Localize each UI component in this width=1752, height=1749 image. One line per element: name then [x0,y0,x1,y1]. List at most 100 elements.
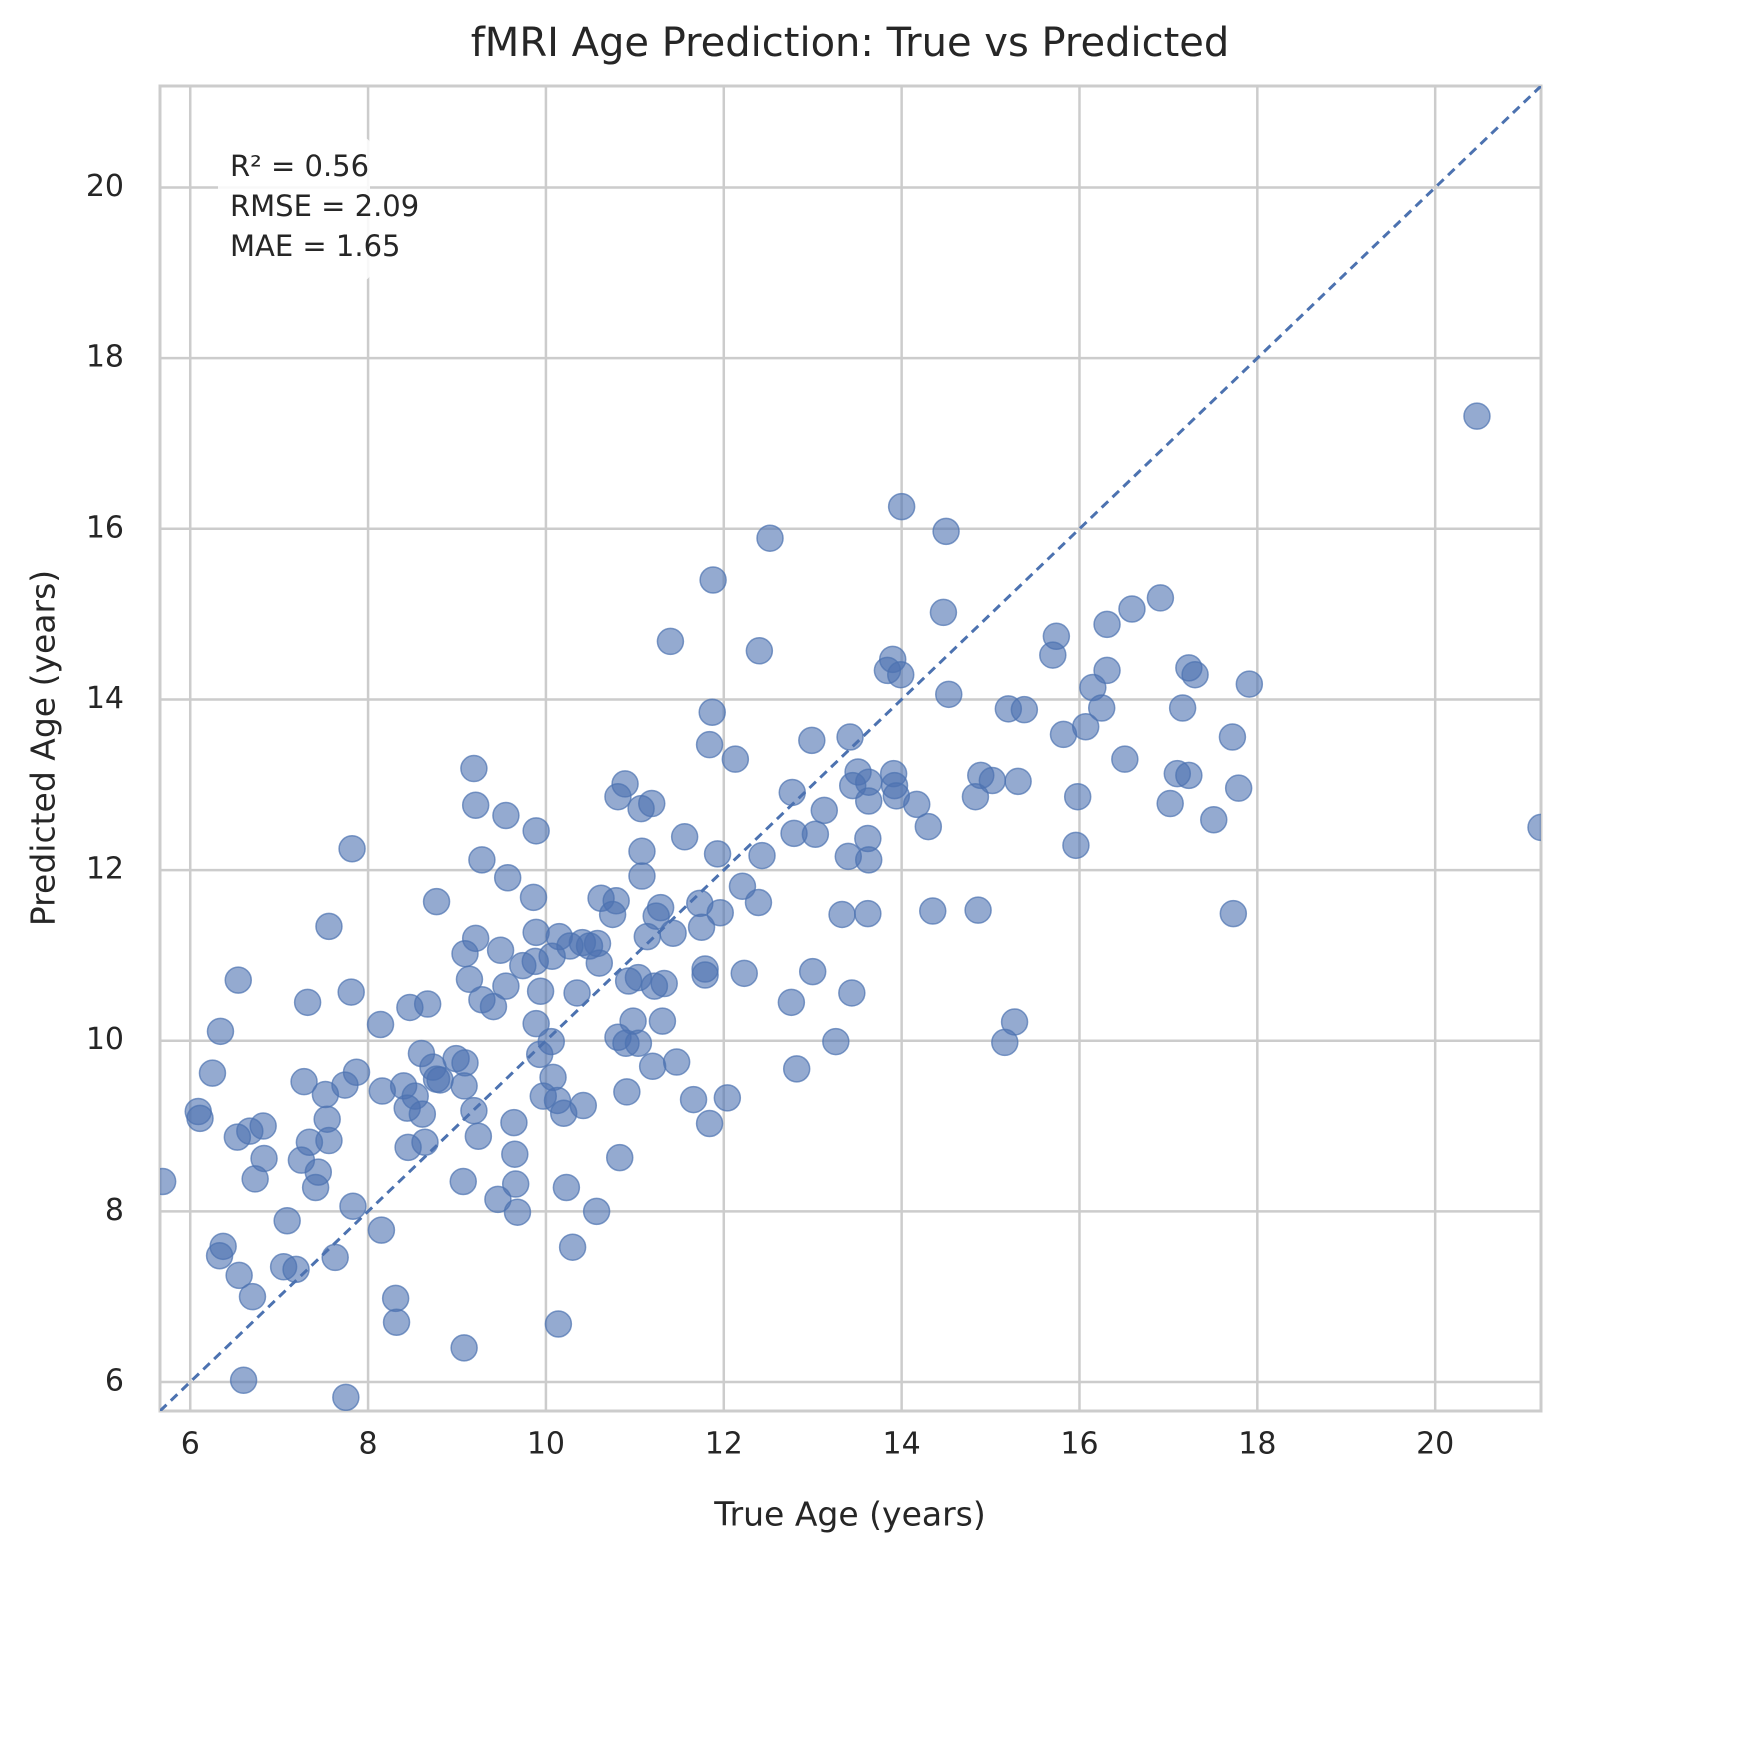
scatter-point [598,900,627,929]
x-tick-label: 6 [181,1427,200,1462]
scatter-point [1062,831,1090,860]
scatter-point [687,913,716,941]
scatter-point [293,988,322,1017]
annotation-text: RMSE = 2.09 [230,189,419,223]
scatter-point [748,841,776,870]
y-tick-label: 8 [105,1193,124,1228]
scatter-point [640,972,669,1000]
scatter-point [721,745,750,773]
scatter-point [396,993,424,1022]
annotation-box [218,138,370,280]
scatter-point [695,1109,724,1138]
scatter-point [1181,660,1209,689]
y-tick-label: 6 [105,1363,124,1398]
scatter-point [1200,805,1228,834]
scatter-point [449,1167,477,1196]
x-tick-label: 12 [705,1427,743,1462]
scatter-point [744,888,773,917]
scatter-point [627,794,655,823]
y-axis-label: Predicted Age (years) [24,570,63,926]
x-tick-label: 18 [1238,1427,1276,1462]
y-tick-label: 14 [86,681,124,716]
scatter-point [854,899,882,928]
scatter-point [273,1206,301,1235]
x-tick-label: 10 [527,1427,565,1462]
x-tick-label: 8 [359,1427,378,1462]
scatter-point [450,1072,478,1100]
scatter-point [486,936,515,965]
scatter-point [1463,402,1491,430]
scatter-point [311,1080,340,1109]
scatter-point [224,966,253,994]
scatter-point [1146,584,1175,612]
scatter-point [659,919,687,947]
scatter-point [160,1167,177,1196]
scatter-point [614,967,643,995]
scatter-point [886,660,915,689]
scatter-point [1049,720,1078,749]
scatter-point [205,1241,234,1270]
scatter-point [854,787,883,815]
scatter-point [836,723,864,751]
scatter-point [408,1100,437,1128]
scatter-point [1039,641,1067,669]
scatter-point [525,1040,554,1069]
scatter-point [501,1170,530,1198]
scatter-point [964,896,992,924]
scatter-point [367,1216,396,1244]
scatter-point [338,834,366,863]
scatter-point [461,791,490,819]
scatter-point [730,959,758,988]
scatter-point [801,820,830,848]
scatter-point [756,524,784,552]
scatter-point [241,1165,269,1193]
scatter-point [628,837,656,866]
scatter-point [648,1007,677,1035]
scatter-point [902,790,931,819]
scatter-point [552,1173,581,1202]
scatter-point [605,1143,634,1172]
scatter-point [778,778,807,807]
scatter-point [745,637,774,665]
scatter-point [493,864,522,892]
scatter-point [422,887,451,916]
scatter-point [451,1049,479,1077]
scatter-point [698,698,726,726]
scatter-point [460,754,488,783]
scatter-point [935,680,963,709]
scatter-point [484,1185,512,1214]
identity-line [160,86,1541,1411]
scatter-point [544,1310,573,1338]
scatter-point [455,965,484,994]
scatter-point [282,1255,310,1284]
annotation-text: R² = 0.56 [230,149,369,183]
scatter-point [699,566,727,594]
plot-frame [158,84,1543,1413]
scatter-point [798,957,827,986]
scatter-point [887,492,916,521]
scatter-point [1111,745,1139,773]
scatter-point [460,1096,488,1125]
scatter-point [613,1078,641,1106]
scatter-point [301,1173,330,1202]
scatter-point [1093,610,1121,639]
scatter-point [604,782,632,811]
scatter-point [468,846,496,874]
scatter-point [656,627,685,656]
y-tick-label: 18 [86,340,124,375]
scatter-point [828,900,856,929]
scatter-point [382,1308,411,1337]
scatter-point [1219,899,1248,928]
scatter-point [1010,695,1039,724]
scatter-point [501,1140,529,1168]
scatter-point [961,782,990,811]
scatter-point [703,840,732,868]
scatter-point [186,1104,214,1133]
scatter-point [519,883,548,912]
scatter-point [492,972,520,1000]
scatter-point [238,1282,267,1311]
scatter-point [337,978,365,1006]
scatter-point [1224,774,1253,802]
scatter-point [426,1066,454,1094]
